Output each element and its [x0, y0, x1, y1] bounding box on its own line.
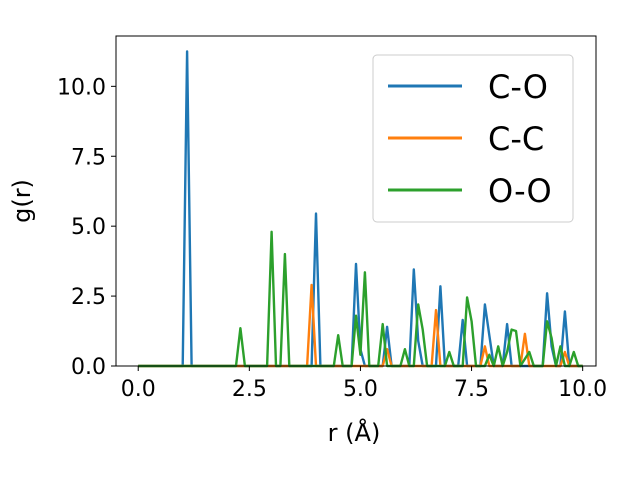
x-tick-label: 5.0 [343, 377, 378, 402]
y-tick-label: 7.5 [71, 145, 106, 170]
axes-frame [115, 35, 597, 367]
legend-label-c-c: C-C [488, 120, 544, 158]
y-axis-ticks: 0.0 2.5 5.0 7.5 10.0 [57, 75, 116, 380]
x-tick-label: 7.5 [454, 377, 489, 402]
y-tick-label: 10.0 [57, 75, 106, 100]
x-tick-label: 10.0 [558, 377, 607, 402]
y-axis-label: g(r) [8, 179, 36, 223]
y-tick-label: 0.0 [71, 355, 106, 380]
legend-label-o-o: O-O [488, 172, 552, 210]
x-tick-label: 0.0 [121, 377, 156, 402]
x-tick-label: 2.5 [232, 377, 267, 402]
y-tick-label: 5.0 [71, 215, 106, 240]
x-axis-ticks: 0.0 2.5 5.0 7.5 10.0 [121, 366, 607, 402]
y-tick-label: 2.5 [71, 285, 106, 310]
legend-box [372, 54, 574, 223]
legend: C-O C-C O-O [372, 54, 574, 223]
legend-label-c-o: C-O [488, 68, 548, 106]
x-axis-label: r (Å) [328, 418, 381, 447]
